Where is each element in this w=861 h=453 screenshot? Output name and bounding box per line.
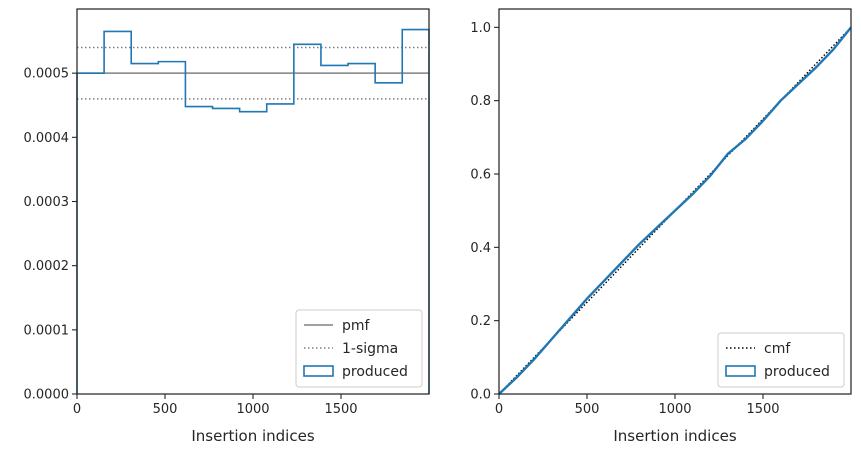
left-chart: 0 500 1000 1500 0.0000 0.0001 0.0002 0.0003 0.00…	[24, 8, 430, 445]
x-tick-label: 1000	[658, 402, 691, 417]
y-tick-label: 0.2	[470, 314, 491, 329]
x-tick-label: 1500	[746, 402, 779, 417]
y-tick-label: 0.0001	[24, 323, 70, 338]
legend-label: pmf	[342, 318, 371, 334]
legend-box	[295, 309, 423, 388]
y-tick-label: 0.4	[470, 241, 491, 256]
y-tick-label: 0.6	[470, 168, 491, 183]
y-tick-label: 0.0005	[24, 67, 70, 82]
x-tick-label: 500	[153, 402, 178, 417]
y-tick-label: 1.0	[470, 21, 491, 36]
x-axis-label: Insertion indices	[191, 427, 314, 445]
legend-label: 1-sigma	[342, 341, 398, 357]
legend-label: produced	[342, 364, 408, 380]
legend-swatch	[303, 365, 334, 377]
y-tick-label: 0.0004	[24, 131, 70, 146]
x-tick-label: 0	[73, 402, 81, 417]
legend-swatch	[725, 365, 756, 377]
y-tick-label: 0.0003	[24, 195, 70, 210]
x-tick-label: 1500	[324, 402, 357, 417]
legend-label: produced	[764, 364, 830, 380]
x-tick-label: 0	[495, 402, 503, 417]
x-tick-label: 1000	[236, 402, 269, 417]
y-tick-label: 0.0002	[24, 259, 70, 274]
legend-label: cmf	[764, 341, 791, 357]
x-axis-label: Insertion indices	[613, 427, 736, 445]
produced-histogram	[76, 28, 430, 394]
legend-box	[717, 332, 845, 388]
y-tick-label: 0.0000	[24, 388, 70, 403]
x-tick-label: 500	[575, 402, 600, 417]
produced-line	[498, 26, 852, 395]
right-chart: 0 500 1000 1500 0.0 0.2 0.4 0.6 0.8 1.0 Insertion …	[470, 8, 852, 445]
y-tick-label: 0.0	[470, 388, 491, 403]
y-tick-label: 0.8	[470, 94, 491, 109]
